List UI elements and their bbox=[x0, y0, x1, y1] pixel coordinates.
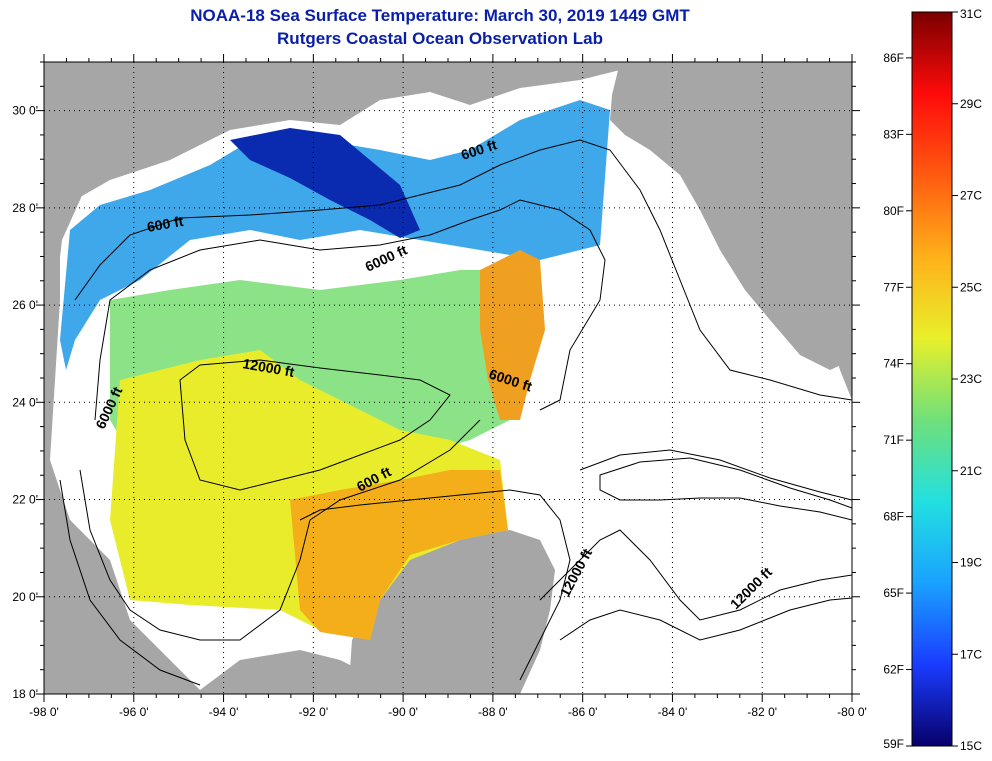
colorbar-f-label: 86F bbox=[883, 51, 904, 65]
x-tick-label: -84 0' bbox=[658, 705, 688, 719]
x-tick-label: -82 0' bbox=[747, 705, 777, 719]
map-area: 600 ft 600 ft 6000 ft 12000 ft 6000 ft 6… bbox=[44, 62, 852, 694]
colorbar-f-label: 74F bbox=[883, 357, 904, 371]
sst-orange-loop bbox=[480, 250, 545, 420]
colorbar-f-label: 83F bbox=[883, 127, 904, 141]
x-tick-label: -80 0' bbox=[837, 705, 867, 719]
colorbar bbox=[911, 11, 953, 747]
colorbar-c-label: 19C bbox=[960, 556, 982, 570]
colorbar-c-label: 27C bbox=[960, 189, 982, 203]
colorbar-f-label: 65F bbox=[883, 586, 904, 600]
colorbar-c-label: 23C bbox=[960, 372, 982, 386]
colorbar-f-label: 62F bbox=[883, 663, 904, 677]
x-tick-label: -98 0' bbox=[29, 705, 59, 719]
contour-600ft-south bbox=[59, 479, 201, 686]
colorbar-c-label: 29C bbox=[960, 97, 982, 111]
colorbar-c-label: 31C bbox=[960, 7, 982, 21]
contour-yucatan-shelf bbox=[299, 489, 571, 681]
y-tick-label: 18 0' bbox=[12, 687, 38, 701]
colorbar-fahrenheit-labels: 86F 83F 80F 77F 74F 71F 68F 65F 62F 59F bbox=[883, 51, 912, 751]
sst-north-shelf bbox=[60, 100, 610, 370]
colorbar-f-label: 80F bbox=[883, 204, 904, 218]
sst-cold-coastal bbox=[230, 128, 420, 238]
y-tick-label: 30 0' bbox=[12, 104, 38, 118]
colorbar-f-label: 68F bbox=[883, 510, 904, 524]
y-tick-label: 28 0' bbox=[12, 201, 38, 215]
sst-orange-yucatan bbox=[290, 470, 508, 640]
y-tick-label: 24 0' bbox=[12, 395, 38, 409]
x-tick-label: -94 0' bbox=[209, 705, 239, 719]
contour-caribbean-6000ft bbox=[559, 597, 852, 641]
colorbar-c-label: 17C bbox=[960, 647, 982, 661]
x-tick-label: -96 0' bbox=[119, 705, 149, 719]
x-tick-label: -92 0' bbox=[299, 705, 329, 719]
y-tick-label: 26 0' bbox=[12, 298, 38, 312]
colorbar-f-label: 71F bbox=[883, 433, 904, 447]
colorbar-f-label: 59F bbox=[883, 737, 904, 751]
x-tick-label: -86 0' bbox=[568, 705, 598, 719]
y-tick-label: 22 0' bbox=[12, 493, 38, 507]
map-subtitle: Rutgers Coastal Ocean Observation Lab bbox=[277, 29, 603, 48]
x-tick-label: -90 0' bbox=[388, 705, 418, 719]
contour-600ft bbox=[74, 139, 852, 401]
contour-label: 600 ft bbox=[146, 213, 185, 235]
contour-6000ft-west bbox=[79, 419, 481, 641]
colorbar-c-label: 15C bbox=[960, 739, 982, 753]
sst-warm-yellow bbox=[110, 350, 508, 640]
contour-cuba-shelf bbox=[579, 449, 852, 501]
contour-6000ft-north bbox=[94, 199, 606, 421]
colorbar-celsius-labels: 31C 29C 27C 25C 23C 21C 19C 17C 15C bbox=[952, 7, 982, 753]
mexico-land bbox=[44, 62, 200, 694]
y-tick-label: 20 0' bbox=[12, 590, 38, 604]
colorbar-c-label: 21C bbox=[960, 464, 982, 478]
x-tick-label: -88 0' bbox=[478, 705, 508, 719]
colorbar-f-label: 77F bbox=[883, 280, 904, 294]
graticule bbox=[44, 62, 852, 694]
axes: -98 0' -96 0' -94 0' -92 0' -90 0' -88 0' -86 … bbox=[12, 54, 867, 719]
contour-caribbean-12000ft bbox=[539, 529, 852, 621]
contour-12000ft bbox=[179, 359, 451, 491]
florida-land bbox=[610, 62, 852, 370]
map-title: NOAA-18 Sea Surface Temperature: March 3… bbox=[190, 6, 690, 25]
colorbar-c-label: 25C bbox=[960, 280, 982, 294]
